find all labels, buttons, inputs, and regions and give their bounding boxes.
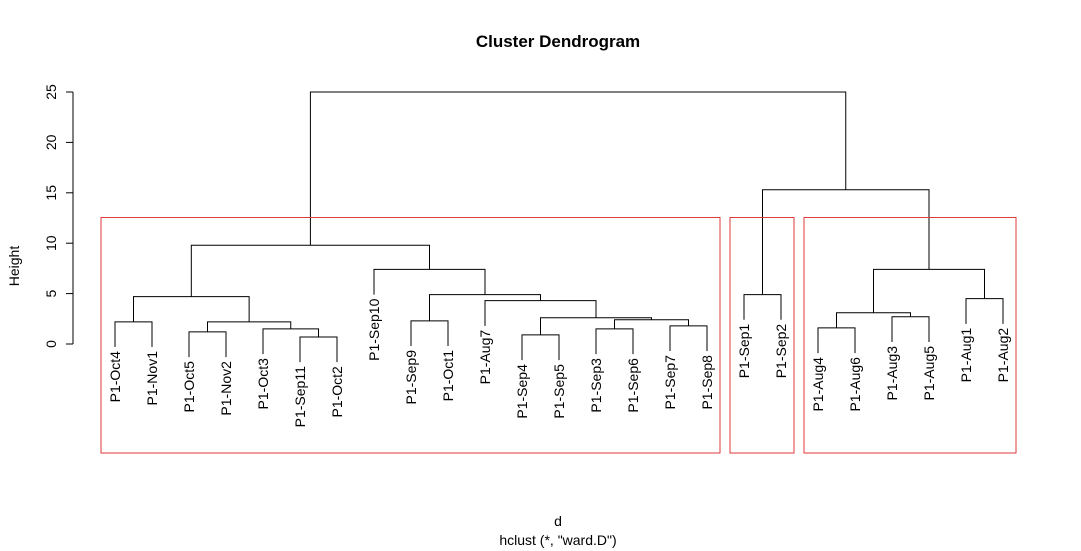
chart-title: Cluster Dendrogram	[476, 32, 640, 51]
dendrogram-link	[410, 320, 449, 347]
leaf-label: P1-Nov2	[218, 361, 234, 416]
subtitle: hclust (*, "ward.D")	[499, 532, 616, 548]
dendrogram-link	[669, 325, 708, 352]
leaf-label: P1-Sep1	[736, 324, 752, 379]
leaf-label: P1-Aug5	[921, 346, 937, 401]
dendrogram-link	[188, 331, 227, 358]
dendrogram-link	[743, 294, 782, 320]
leaf-label: P1-Sep10	[366, 298, 382, 360]
dendrogram-link	[373, 268, 486, 295]
y-tick-label: 20	[43, 134, 59, 150]
dendrogram-link	[521, 334, 560, 361]
leaf-label: P1-Oct1	[440, 350, 456, 402]
y-axis-label: Height	[6, 246, 22, 287]
y-tick-label: 5	[43, 289, 59, 297]
leaf-label: P1-Aug7	[477, 330, 493, 385]
y-tick-label: 15	[43, 185, 59, 201]
leaf-label: P1-Aug1	[958, 328, 974, 383]
dendrogram-link	[891, 316, 930, 342]
dendrogram-link	[309, 91, 847, 246]
leaf-label: P1-Oct4	[107, 351, 123, 403]
dendrogram-link	[114, 321, 153, 348]
leaf-label: P1-Oct2	[329, 366, 345, 418]
y-tick-label: 10	[43, 235, 59, 251]
dendrogram-link	[762, 189, 930, 295]
cluster-box	[100, 216, 721, 454]
dendrogram-link	[873, 268, 985, 313]
dendrogram-link	[429, 294, 541, 321]
dendrogram-link	[484, 300, 597, 326]
leaf-label: P1-Aug6	[847, 357, 863, 412]
dendrogram-link	[207, 321, 292, 332]
dendrogram-link	[133, 296, 250, 322]
x-axis-label: d	[554, 513, 562, 529]
leaf-label: P1-Sep4	[514, 364, 530, 419]
dendrogram-link	[836, 312, 911, 328]
dendrogram-link	[190, 244, 430, 297]
leaf-label: P1-Sep11	[292, 366, 308, 427]
leaf-label: P1-Sep5	[551, 364, 567, 419]
leaf-label: P1-Sep6	[625, 358, 641, 413]
dendrogram-link	[299, 336, 338, 363]
y-tick-label: 25	[43, 84, 59, 100]
dendrogram-link	[540, 317, 652, 335]
dendrogram-link	[262, 328, 319, 355]
y-tick-label: 0	[43, 340, 59, 348]
cluster-box	[803, 216, 1017, 454]
leaf-label: P1-Aug3	[884, 346, 900, 401]
leaf-label: P1-Oct3	[255, 358, 271, 410]
leaf-label: P1-Sep7	[662, 355, 678, 410]
dendrogram-link	[817, 327, 856, 354]
leaf-label: P1-Sep9	[403, 350, 419, 405]
dendrogram-link	[965, 298, 1004, 324]
leaf-label: P1-Sep3	[588, 358, 604, 413]
leaf-label: P1-Sep8	[699, 355, 715, 410]
leaf-label: P1-Aug2	[995, 328, 1011, 383]
leaf-label: P1-Oct5	[181, 361, 197, 413]
dendrogram-link	[614, 319, 689, 329]
cluster-box	[729, 216, 795, 454]
leaf-label: P1-Aug4	[810, 357, 826, 412]
leaf-label: P1-Sep2	[773, 324, 789, 379]
dendrogram-link	[595, 328, 634, 355]
leaf-label: P1-Nov1	[144, 351, 160, 406]
